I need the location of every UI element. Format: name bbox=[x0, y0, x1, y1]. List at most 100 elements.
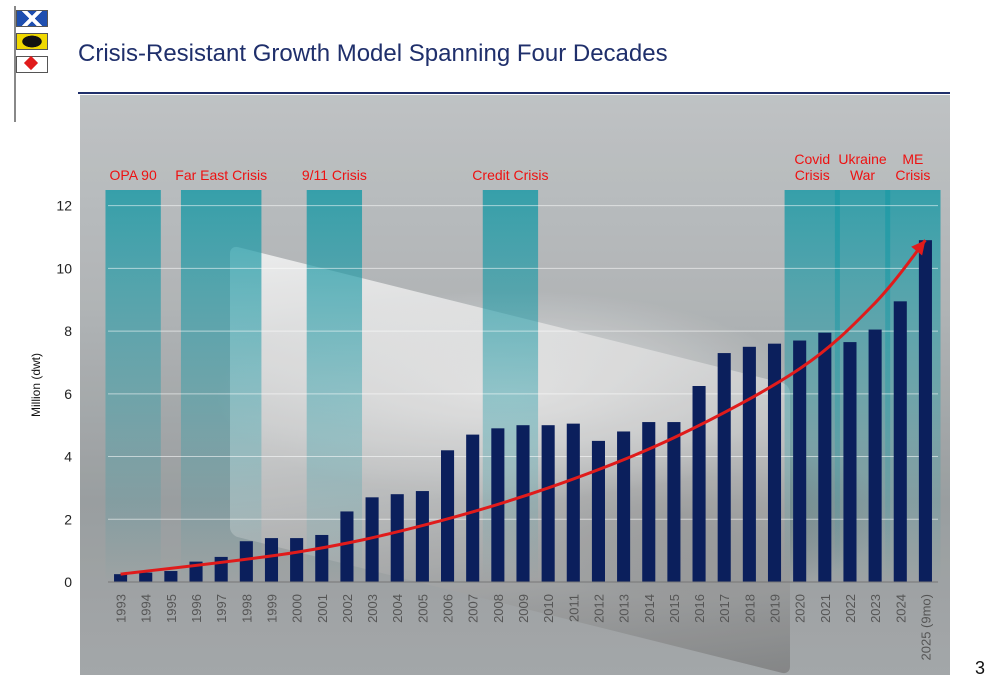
x-tick-label: 1997 bbox=[214, 594, 229, 623]
bar bbox=[415, 491, 429, 582]
bar bbox=[642, 422, 656, 582]
x-tick-label: 2002 bbox=[340, 594, 355, 623]
bar bbox=[767, 343, 782, 582]
crisis-band bbox=[885, 190, 941, 582]
flag-pole bbox=[14, 6, 16, 122]
x-tick-label: 2001 bbox=[315, 594, 330, 623]
bar bbox=[466, 434, 480, 582]
trend-line bbox=[120, 239, 927, 576]
crisis-label: ME Crisis bbox=[895, 151, 930, 183]
bar bbox=[868, 329, 882, 582]
x-tick-label: 1995 bbox=[164, 594, 179, 623]
crisis-label: Ukraine War bbox=[838, 151, 886, 183]
axes: 0 2 4 6 8 10 12 1993 1994 1995 1996 1997 1998 1999 200… bbox=[56, 198, 938, 660]
bar bbox=[340, 511, 354, 582]
x-tick-label: 1999 bbox=[264, 594, 279, 623]
signal-flag-yellow-icon bbox=[16, 33, 48, 50]
x-tick-label: 1998 bbox=[239, 594, 254, 623]
bar bbox=[717, 353, 731, 582]
x-tick-label: 1993 bbox=[114, 594, 129, 623]
x-tick-label: 2010 bbox=[541, 594, 556, 623]
trend-arrowhead bbox=[911, 240, 926, 256]
title-divider bbox=[78, 92, 950, 94]
crisis-labels: OPA 90 Far East Crisis 9/11 Crisis Credit C… bbox=[110, 151, 931, 183]
x-tick-label: 2019 bbox=[768, 594, 783, 623]
x-tick-label: 2009 bbox=[516, 594, 531, 623]
bar bbox=[692, 386, 706, 582]
x-tick-label: 2017 bbox=[717, 594, 732, 623]
x-tick-label: 2020 bbox=[793, 594, 808, 623]
x-tick-label: 2003 bbox=[365, 594, 380, 623]
bar bbox=[114, 574, 128, 582]
x-tick-label: 2005 bbox=[415, 594, 430, 623]
y-tick-label: 8 bbox=[64, 323, 72, 339]
y-tick-label: 2 bbox=[64, 511, 72, 527]
bar bbox=[315, 534, 329, 582]
x-tick-label: 1996 bbox=[189, 594, 204, 623]
bar bbox=[893, 301, 907, 582]
x-tick-label: 2006 bbox=[441, 594, 456, 623]
bar bbox=[290, 538, 304, 582]
crisis-label: Covid Crisis bbox=[794, 151, 830, 183]
crisis-label: OPA 90 bbox=[110, 167, 157, 183]
bars bbox=[114, 240, 932, 582]
x-tick-label: 2012 bbox=[591, 594, 606, 623]
x-tick-label: 2014 bbox=[642, 594, 657, 623]
x-tick-label: 2025 (9mo) bbox=[918, 594, 933, 660]
bar bbox=[843, 342, 857, 582]
crisis-band bbox=[105, 190, 161, 582]
x-tick-label: 2023 bbox=[868, 594, 883, 623]
bar bbox=[793, 340, 807, 582]
x-tick-label: 2018 bbox=[742, 594, 757, 623]
crisis-band bbox=[306, 190, 363, 582]
x-tick-label: 2008 bbox=[491, 594, 506, 623]
x-tick-label: 2015 bbox=[667, 594, 682, 623]
x-tick-label: 2016 bbox=[692, 594, 707, 623]
crisis-label: 9/11 Crisis bbox=[302, 167, 367, 183]
signal-flag-red-icon bbox=[16, 55, 48, 73]
crisis-band bbox=[180, 190, 262, 582]
bar bbox=[918, 240, 932, 582]
crisis-band bbox=[784, 190, 840, 582]
x-tick-label: 2024 bbox=[893, 594, 908, 623]
x-tick-label: 2000 bbox=[290, 594, 305, 623]
bar bbox=[541, 425, 555, 582]
trend-curve bbox=[120, 239, 927, 576]
bar bbox=[139, 572, 153, 582]
bar bbox=[441, 450, 455, 582]
x-tick-label: 2007 bbox=[466, 594, 481, 623]
y-tick-label: 10 bbox=[56, 260, 72, 276]
y-tick-label: 0 bbox=[64, 574, 72, 590]
bar bbox=[566, 423, 580, 582]
x-tick-label: 2004 bbox=[390, 594, 405, 623]
bar bbox=[264, 538, 279, 582]
y-tick-label: 12 bbox=[56, 198, 72, 214]
bar bbox=[164, 571, 178, 582]
page-title: Crisis-Resistant Growth Model Spanning F… bbox=[78, 40, 668, 67]
y-tick-label: 6 bbox=[64, 386, 72, 402]
bar bbox=[516, 425, 530, 582]
crisis-label: Credit Crisis bbox=[472, 167, 548, 183]
crisis-label: Far East Crisis bbox=[175, 167, 267, 183]
crisis-band bbox=[482, 190, 539, 582]
bar bbox=[617, 431, 631, 582]
slide-number: 3 bbox=[975, 658, 986, 678]
bar bbox=[390, 494, 404, 582]
crisis-band bbox=[834, 190, 891, 582]
x-tick-label: 2013 bbox=[617, 594, 632, 623]
bar bbox=[365, 497, 379, 582]
y-tick-label: 4 bbox=[64, 449, 72, 465]
x-tick-label: 2021 bbox=[818, 594, 833, 623]
bar bbox=[742, 346, 756, 582]
bar bbox=[591, 440, 605, 582]
x-tick-label: 1994 bbox=[139, 594, 154, 623]
bar bbox=[818, 332, 832, 582]
bar bbox=[239, 541, 253, 582]
signal-flag-blue-icon bbox=[16, 10, 48, 27]
bar bbox=[667, 422, 681, 582]
x-tick-label: 2022 bbox=[843, 594, 858, 623]
x-tick-label: 2011 bbox=[566, 594, 581, 622]
y-axis-label: Million (dwt) bbox=[29, 353, 43, 417]
